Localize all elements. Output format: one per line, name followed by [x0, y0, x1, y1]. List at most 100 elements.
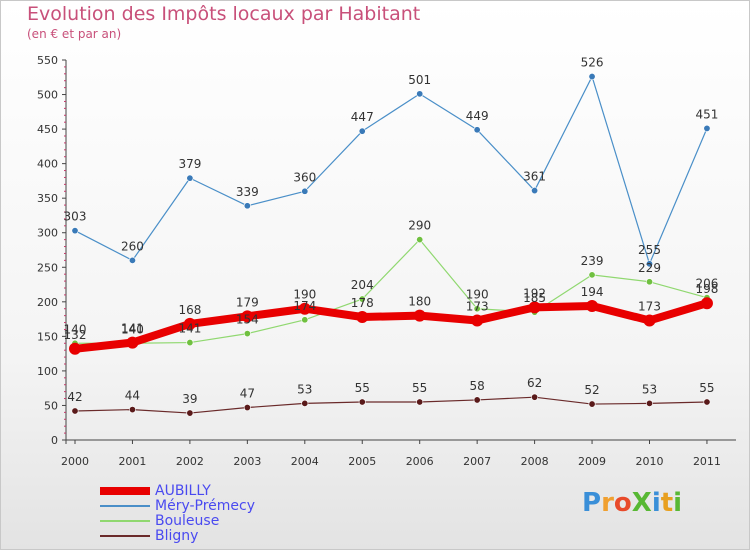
- data-label-m-ry-pr-mecy: 501: [408, 73, 431, 87]
- data-point-bouleuse: [243, 330, 251, 338]
- data-label-bouleuse: 229: [638, 261, 661, 275]
- y-tick-label: 150: [37, 330, 58, 343]
- data-point-bligny: [473, 396, 481, 404]
- data-label-m-ry-pr-mecy: 361: [523, 170, 546, 184]
- legend-swatch: [100, 535, 150, 537]
- y-tick-label: 550: [37, 54, 58, 67]
- data-point-bligny: [301, 399, 309, 407]
- data-label-aubilly: 173: [638, 299, 661, 313]
- y-tick-label: 450: [37, 123, 58, 136]
- data-label-aubilly: 190: [293, 288, 316, 302]
- x-tick-label: 2002: [176, 455, 204, 468]
- data-label-aubilly: 192: [523, 286, 546, 300]
- data-label-bligny: 55: [699, 381, 714, 395]
- data-label-aubilly: 179: [236, 295, 259, 309]
- data-point-bouleuse: [301, 316, 309, 324]
- data-point-m-ry-pr-mecy: [301, 187, 309, 195]
- data-label-bligny: 52: [584, 383, 599, 397]
- data-point-m-ry-pr-mecy: [243, 202, 251, 210]
- data-label-bligny: 55: [412, 381, 427, 395]
- x-tick-label: 2007: [463, 455, 491, 468]
- y-tick-label: 350: [37, 192, 58, 205]
- data-point-bligny: [588, 400, 596, 408]
- data-point-bouleuse: [645, 278, 653, 286]
- data-label-bligny: 58: [470, 379, 485, 393]
- legend-label: AUBILLY: [155, 483, 211, 499]
- logo-letter: r: [601, 488, 614, 518]
- data-label-m-ry-pr-mecy: 451: [695, 107, 718, 121]
- x-tick-label: 2010: [636, 455, 664, 468]
- data-label-bouleuse: 206: [695, 277, 718, 291]
- data-label-m-ry-pr-mecy: 449: [466, 109, 489, 123]
- data-point-m-ry-pr-mecy: [358, 127, 366, 135]
- legend-label: Bouleuse: [155, 513, 220, 529]
- x-tick-label: 2008: [521, 455, 549, 468]
- data-label-m-ry-pr-mecy: 255: [638, 243, 661, 257]
- data-point-bligny: [71, 407, 79, 415]
- series-line-m-ry-pr-mecy: [74, 75, 708, 265]
- data-label-bligny: 62: [527, 376, 542, 390]
- data-point-aubilly: [183, 317, 196, 330]
- data-point-bligny: [645, 399, 653, 407]
- data-point-m-ry-pr-mecy: [588, 73, 596, 81]
- data-label-bligny: 47: [240, 387, 255, 401]
- chart-subtitle: (en € et par an): [27, 27, 122, 41]
- data-point-m-ry-pr-mecy: [416, 90, 424, 98]
- data-point-m-ry-pr-mecy: [703, 124, 711, 132]
- logo-letter: X: [631, 488, 652, 518]
- data-point-m-ry-pr-mecy: [71, 227, 79, 235]
- data-point-m-ry-pr-mecy: [531, 187, 539, 195]
- data-label-aubilly: 132: [64, 328, 87, 342]
- data-label-aubilly: 180: [408, 295, 431, 309]
- data-point-bouleuse: [358, 295, 366, 303]
- x-tick-label: 2004: [291, 455, 319, 468]
- proxiti-logo: ProXiti: [582, 488, 682, 518]
- data-label-aubilly: 178: [351, 296, 374, 310]
- y-tick-label: 100: [37, 365, 58, 378]
- data-point-aubilly: [356, 311, 369, 324]
- legend-label: Méry-Prémecy: [155, 498, 256, 514]
- data-label-m-ry-pr-mecy: 360: [293, 170, 316, 184]
- data-label-m-ry-pr-mecy: 260: [121, 239, 144, 253]
- x-tick-label: 2009: [578, 455, 606, 468]
- data-point-aubilly: [471, 314, 484, 327]
- data-label-m-ry-pr-mecy: 447: [351, 110, 374, 124]
- data-point-aubilly: [586, 299, 599, 312]
- data-point-aubilly: [643, 314, 656, 327]
- logo-letter: o: [613, 488, 632, 518]
- legend-label: Bligny: [155, 528, 199, 544]
- data-point-bligny: [186, 409, 194, 417]
- data-label-bouleuse: 140: [121, 322, 144, 336]
- data-point-aubilly: [69, 342, 81, 355]
- x-tick-label: 2005: [348, 455, 376, 468]
- data-point-m-ry-pr-mecy: [645, 260, 653, 268]
- data-label-m-ry-pr-mecy: 526: [581, 56, 604, 70]
- chart-title: Evolution des Impôts locaux par Habitant: [27, 3, 421, 25]
- y-tick-label: 0: [51, 434, 58, 447]
- data-point-bouleuse: [473, 305, 481, 313]
- data-label-bouleuse: 185: [523, 291, 546, 305]
- x-tick-label: 2006: [406, 455, 434, 468]
- data-point-aubilly: [126, 336, 139, 349]
- data-point-m-ry-pr-mecy: [186, 174, 194, 182]
- data-label-aubilly: 141: [121, 322, 144, 336]
- y-tick-label: 400: [37, 158, 58, 171]
- data-label-m-ry-pr-mecy: 379: [178, 157, 201, 171]
- x-tick-label: 2001: [118, 455, 146, 468]
- legend-swatch: [100, 505, 150, 507]
- data-label-bouleuse: 190: [466, 288, 489, 302]
- data-point-bligny: [358, 398, 366, 406]
- data-label-bouleuse: 174: [293, 299, 316, 313]
- data-point-bligny: [703, 398, 711, 406]
- data-label-bouleuse: 140: [64, 322, 87, 336]
- data-label-bouleuse: 141: [178, 322, 201, 336]
- data-label-bligny: 42: [67, 390, 82, 404]
- data-point-bouleuse: [416, 236, 424, 244]
- data-label-bligny: 53: [642, 382, 657, 396]
- data-point-bligny: [531, 393, 539, 401]
- data-point-aubilly: [241, 310, 254, 323]
- data-label-bligny: 39: [182, 392, 197, 406]
- data-point-bligny: [416, 398, 424, 406]
- series-line-bouleuse: [74, 239, 708, 344]
